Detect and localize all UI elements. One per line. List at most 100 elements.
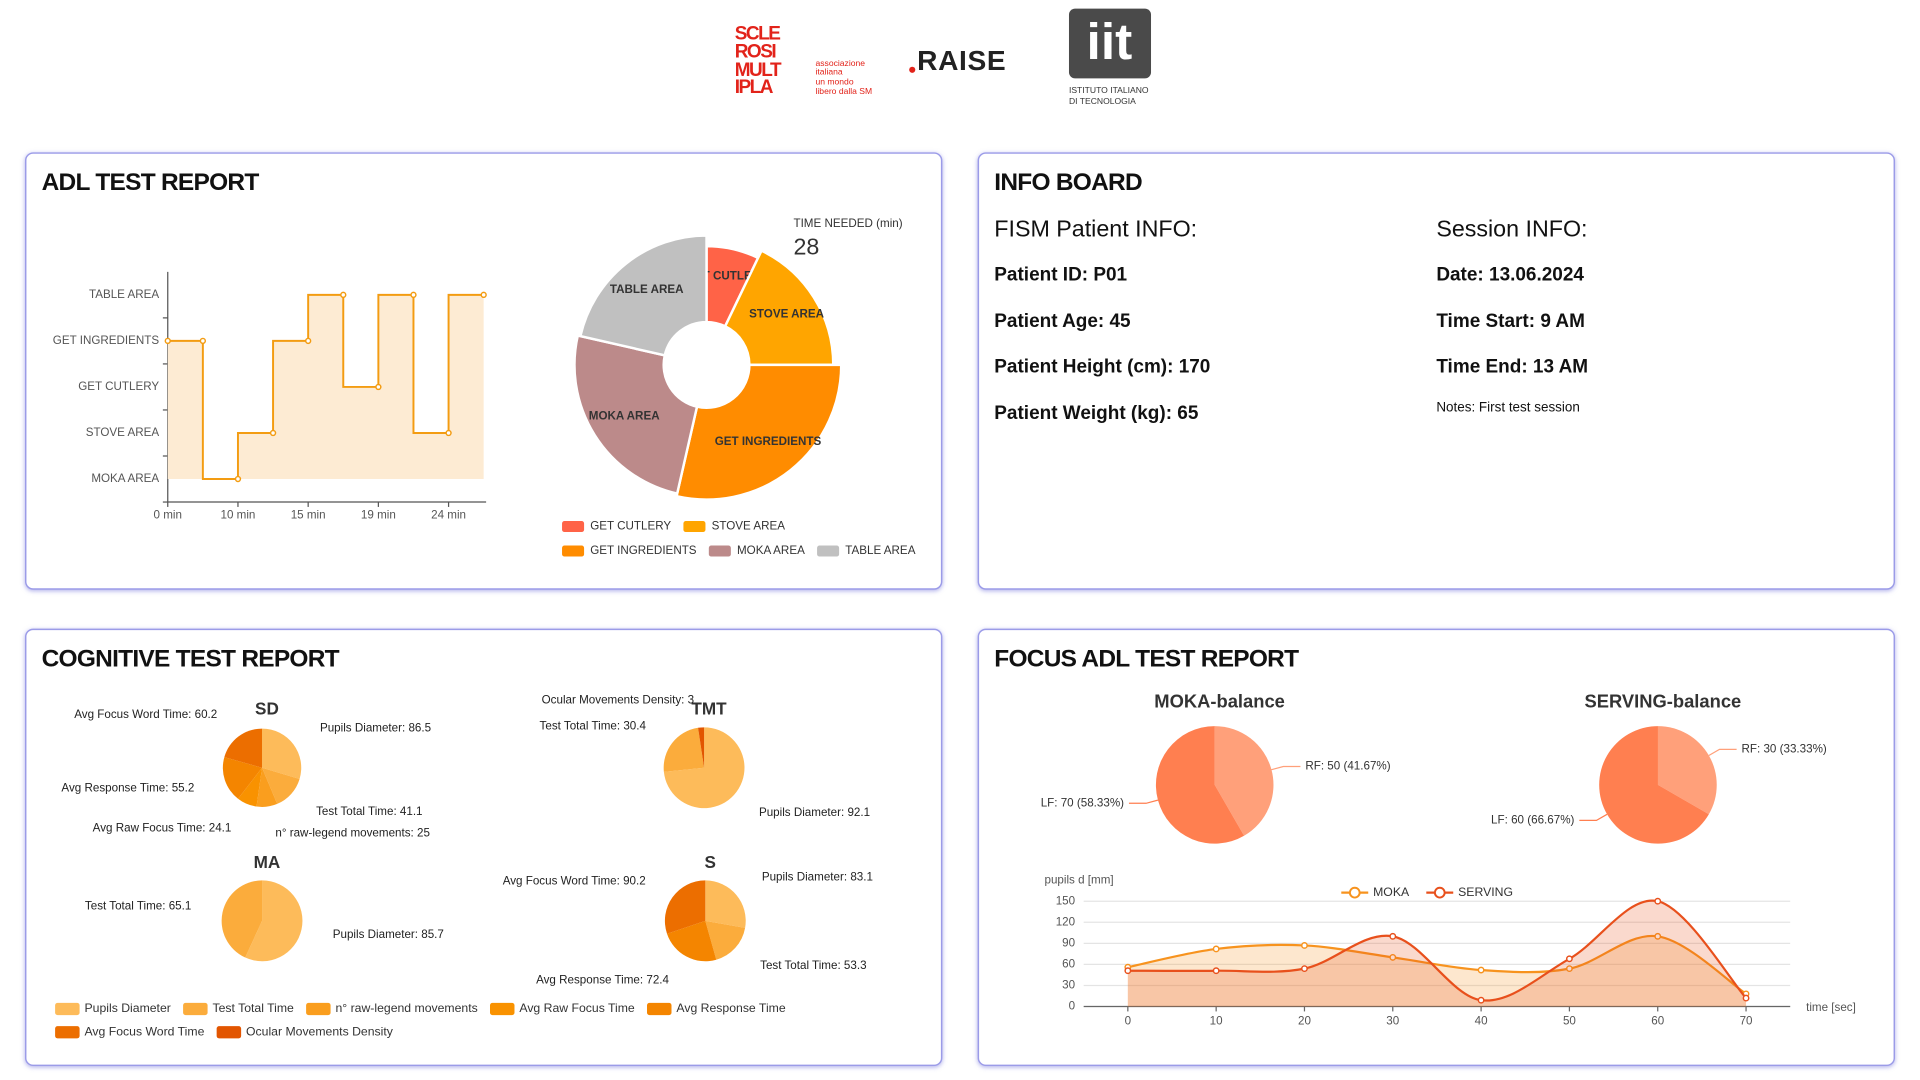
slice-label: LF: 70 (58.33%) — [1041, 796, 1124, 809]
point — [340, 291, 347, 299]
point — [1565, 955, 1573, 963]
pie-slice — [256, 767, 278, 807]
panel-title: INFO BOARD — [994, 169, 1142, 196]
legend-item: Test Total Time — [183, 1001, 294, 1015]
point — [375, 383, 382, 391]
x-tick-label: 60 — [1651, 1014, 1664, 1027]
point — [269, 429, 277, 437]
slice-label: LF: 60 (66.67%) — [1491, 813, 1574, 826]
panel — [977, 152, 1896, 590]
legend-swatch — [490, 1002, 515, 1016]
axis-label: time [sec] — [1806, 1001, 1856, 1014]
fism-logo: SCLE ROSI MULT IPLA — [735, 23, 784, 98]
legend-item: Pupils Diameter — [55, 1001, 171, 1015]
info-board: FISM Patient INFO: Patient ID: P01 Patie… — [994, 215, 1588, 424]
pie-slice — [1155, 726, 1245, 844]
legend-item: Avg Response Time — [647, 1001, 786, 1015]
info-item: Date: 13.06.2024 — [1436, 265, 1584, 286]
info-item: Patient Height (cm): 170 — [994, 356, 1210, 377]
slice-label: RF: 50 (41.67%) — [1305, 760, 1390, 773]
legend-swatch — [55, 1002, 80, 1016]
point — [1124, 967, 1132, 975]
panel-title: COGNITIVE TEST REPORT — [42, 645, 340, 672]
logo-text: SCLE — [735, 23, 781, 44]
slice-label: STOVE AREA — [749, 308, 825, 321]
y-tick-label: STOVE AREA — [86, 426, 160, 439]
y-tick-label: GET INGREDIENTS — [53, 334, 160, 347]
pie-title: TMT — [691, 699, 727, 719]
point — [1301, 942, 1308, 949]
legend-swatch — [306, 1002, 331, 1016]
info-item: Patient Age: 45 — [994, 311, 1131, 332]
point — [1654, 932, 1662, 940]
fism-tagline: associazione italiana un mondo libero da… — [816, 58, 873, 96]
legend-label: SERVING — [1458, 885, 1513, 899]
iit-name: DI TECNOLOGIA — [1069, 96, 1136, 106]
info-item: Time End: 13 AM — [1436, 356, 1588, 377]
point — [480, 291, 487, 299]
slice-label: Pupils Diameter: 86.5 — [320, 721, 431, 734]
legend-label: TABLE AREA — [845, 544, 915, 557]
x-tick-label: 50 — [1563, 1014, 1576, 1027]
point — [1477, 996, 1485, 1004]
pie-slice — [224, 728, 263, 768]
info-item: Time Start: 9 AM — [1436, 311, 1585, 332]
tagline: italiana — [816, 67, 843, 77]
tagline: associazione — [816, 58, 866, 68]
y-tick-label: 90 — [1062, 936, 1075, 949]
pie-title: SERVING-balance — [1584, 691, 1741, 712]
info-item: Patient ID: P01 — [994, 265, 1127, 286]
leader-line — [1271, 765, 1301, 771]
tagline: libero dalla SM — [816, 86, 873, 96]
legend-swatch — [683, 521, 706, 533]
iit-name: ISTITUTO ITALIANO — [1069, 85, 1149, 95]
point — [445, 429, 452, 437]
legend-label: Pupils Diameter — [84, 1001, 170, 1015]
pie-slice — [245, 880, 303, 962]
leader-line — [1708, 748, 1737, 757]
legend-label: Avg Focus Word Time — [84, 1024, 204, 1038]
x-tick-label: 30 — [1386, 1014, 1399, 1027]
legend-swatch — [55, 1026, 80, 1039]
pie-slice — [698, 727, 705, 768]
slice-label: Ocular Movements Density: 3 — [542, 694, 694, 707]
legend-label: n° raw-legend movements — [335, 1001, 477, 1015]
slice-label: Test Total Time: 30.4 — [540, 720, 647, 733]
pie-slice — [221, 880, 263, 958]
logo-text: MULT — [735, 60, 782, 81]
info-heading: FISM Patient INFO: — [994, 215, 1197, 241]
legend-swatch — [817, 545, 840, 557]
pie-slice — [675, 363, 843, 501]
pie-slice — [705, 880, 746, 928]
point — [1301, 965, 1308, 973]
point — [1212, 967, 1220, 975]
legend-item: Ocular Movements Density — [216, 1024, 394, 1038]
legend-label: STOVE AREA — [712, 520, 786, 533]
legend-item: GET INGREDIENTS — [562, 544, 697, 557]
x-tick-label: 20 — [1298, 1014, 1311, 1027]
legend-swatch — [562, 545, 585, 557]
x-tick-label: 0 — [1125, 1014, 1132, 1027]
slice-label: MOKA AREA — [589, 410, 660, 423]
slice-label: Pupils Diameter: 85.7 — [333, 928, 444, 941]
pie-slice — [222, 757, 263, 799]
y-tick-label: TABLE AREA — [89, 288, 159, 301]
panel — [24, 628, 943, 1067]
pie-slice — [663, 727, 745, 809]
slice-label: Test Total Time: 53.3 — [760, 959, 866, 972]
point — [1389, 953, 1397, 961]
legend-item: GET CUTLERY — [562, 520, 671, 533]
x-tick-label: 24 min — [431, 509, 466, 522]
legend-item: Avg Raw Focus Time — [490, 1001, 635, 1015]
point — [1212, 945, 1220, 953]
pie-slice — [705, 920, 746, 960]
panel-title: FOCUS ADL TEST REPORT — [994, 645, 1299, 672]
legend-item: MOKA AREA — [708, 544, 805, 557]
pie-slice — [262, 728, 302, 779]
pie-slice — [723, 249, 835, 367]
slice-label: Avg Response Time: 55.2 — [61, 781, 194, 794]
pie-slice — [262, 767, 300, 804]
legend-item: Avg Focus Word Time — [55, 1024, 205, 1039]
legend-label: Avg Raw Focus Time — [519, 1001, 635, 1015]
slice-label: n° raw-legend movements: 25 — [275, 826, 430, 839]
